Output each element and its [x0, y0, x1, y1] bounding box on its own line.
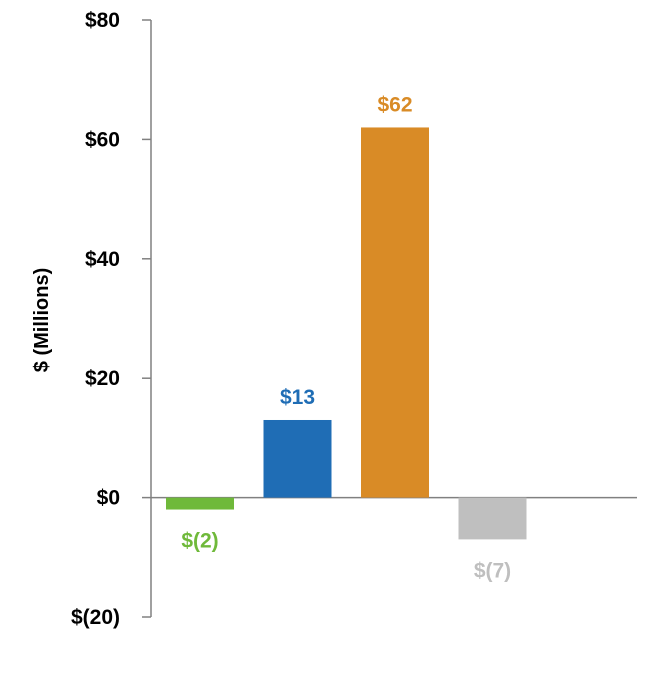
y-axis: $80 $60 $40 $20 $0 $(20): [71, 9, 637, 629]
bar: [458, 497, 527, 540]
bar: [361, 127, 429, 498]
y-tick-label: $80: [85, 9, 120, 32]
bar: [166, 497, 234, 510]
data-label: $(7): [474, 559, 511, 582]
data-labels: $(2) $13 $62 $(7): [181, 93, 511, 582]
y-tick-label: $20: [85, 367, 120, 390]
data-label: $(2): [181, 530, 218, 553]
y-tick-label: $40: [85, 248, 120, 271]
y-axis-title: $ (Millions): [31, 268, 53, 372]
bar: [263, 419, 332, 498]
y-tick-label: $0: [97, 487, 120, 510]
bar-series: [166, 127, 527, 540]
y-tick-label: $60: [85, 128, 120, 151]
data-label: $62: [377, 93, 412, 116]
y-tick-label: $(20): [71, 606, 120, 629]
data-label: $13: [280, 386, 315, 409]
